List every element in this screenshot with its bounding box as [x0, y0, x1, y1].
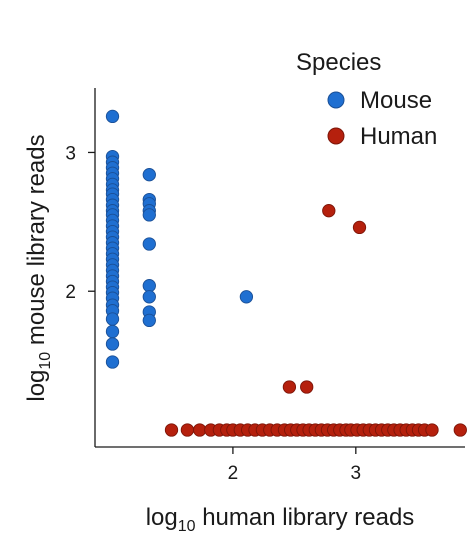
legend-label-human: Human [360, 123, 437, 150]
legend: Species Mouse Human [296, 49, 437, 150]
point-mouse [105, 324, 120, 339]
point-human [164, 423, 179, 437]
point-mouse [142, 168, 156, 182]
x-axis-title: log10 human library reads [146, 504, 415, 535]
point-mouse [142, 313, 156, 328]
point-mouse [142, 290, 156, 304]
point-mouse [105, 355, 120, 369]
ticks: 2 3 2 3 [65, 143, 361, 484]
point-human [282, 380, 297, 394]
legend-marker-human [327, 127, 345, 145]
point-human [425, 423, 439, 437]
point-human [322, 204, 336, 218]
legend-marker-mouse [327, 91, 345, 109]
point-human [352, 220, 367, 235]
point-mouse [105, 312, 120, 326]
x-tick-label: 2 [228, 463, 239, 484]
x-tick-label: 3 [351, 463, 362, 484]
point-mouse [239, 290, 254, 304]
legend-label-mouse: Mouse [360, 87, 432, 114]
point-human [180, 423, 195, 437]
point-mouse [105, 337, 120, 351]
point-mouse [142, 279, 156, 293]
point-mouse [105, 109, 120, 124]
y-tick-label: 3 [65, 143, 76, 164]
legend-title: Species [296, 49, 381, 76]
point-human [453, 423, 467, 437]
point-mouse [142, 237, 156, 251]
y-axis-title: log10 mouse library reads [23, 134, 54, 401]
data-points [105, 109, 467, 437]
axes [94, 88, 465, 448]
point-human [193, 423, 207, 437]
point-mouse [142, 208, 156, 222]
point-human [300, 380, 314, 394]
y-tick-label: 2 [65, 282, 76, 303]
